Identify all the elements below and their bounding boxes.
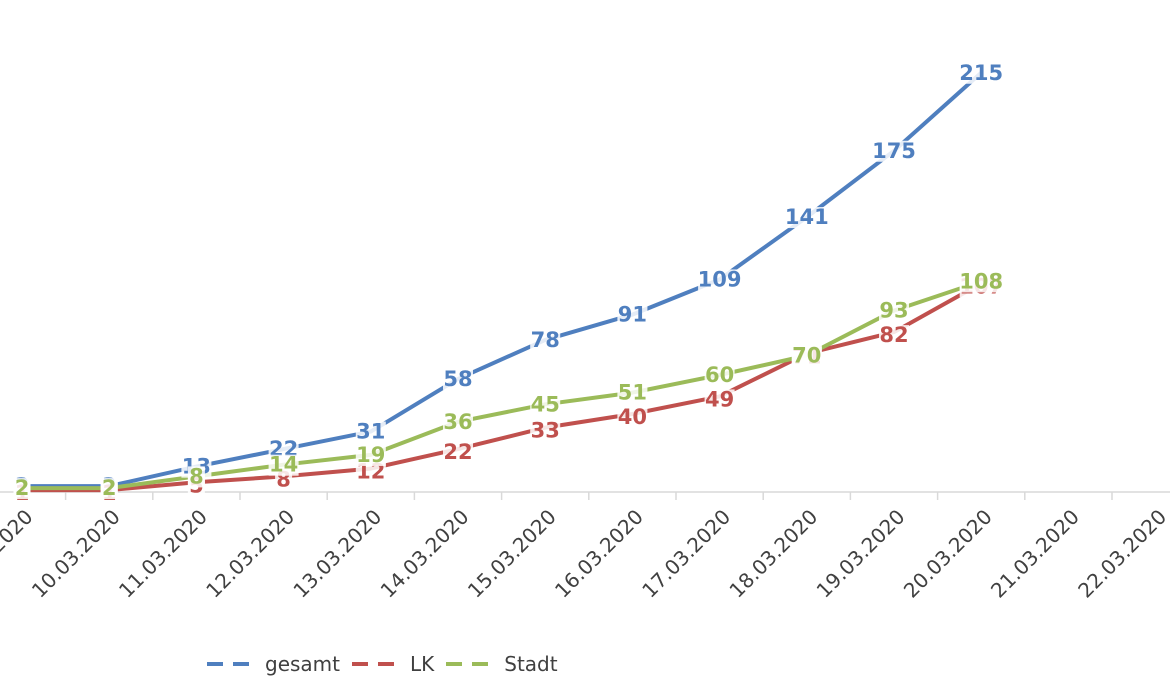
legend-swatch-stadt [444, 659, 504, 669]
data-label-stadt: 60 [705, 363, 734, 387]
data-label-gesamt: 91 [618, 303, 647, 327]
legend-item-stadt: Stadt [444, 652, 558, 676]
x-tick-label: 20.03.2020 [899, 505, 997, 603]
data-label-stadt: 2 [15, 476, 30, 500]
x-tick-label: 15.03.2020 [463, 505, 561, 603]
x-tick-label: 18.03.2020 [724, 505, 822, 603]
data-label-stadt: 45 [531, 392, 560, 416]
x-tick-label: 13.03.2020 [288, 505, 386, 603]
x-tick-label: 22.03.2020 [1073, 505, 1170, 603]
data-label-stadt: 36 [443, 410, 472, 434]
data-label-stadt: 93 [879, 299, 908, 323]
legend-swatch-lk [350, 659, 410, 669]
data-label-bg [13, 478, 31, 500]
data-label-stadt: 19 [356, 443, 385, 467]
data-label-bg [785, 207, 829, 229]
data-label-lk: 40 [618, 405, 647, 429]
x-tick-marks [64, 492, 1113, 500]
data-label-bg [443, 442, 473, 464]
data-label-stadt: 108 [959, 269, 1003, 293]
data-label-gesamt: 175 [872, 139, 916, 163]
data-label-bg [100, 478, 118, 500]
legend-swatch-gesamt [205, 659, 265, 669]
x-tick-label: 21.03.2020 [986, 505, 1084, 603]
data-label-bg [959, 271, 1003, 293]
x-tick-label: 17.03.2020 [637, 505, 735, 603]
data-label-bg [617, 407, 648, 428]
series-line-gesamt [20, 70, 984, 489]
data-label-lk: 33 [531, 419, 560, 443]
data-label-bg [530, 329, 561, 351]
data-label-bg [355, 461, 386, 483]
legend-label-gesamt: gesamt [265, 652, 340, 676]
data-label-bg [879, 300, 909, 322]
data-label-bg [959, 62, 1003, 84]
x-tick-labels: 09.03.202010.03.202011.03.202012.03.2020… [0, 505, 1170, 603]
data-label-bg [443, 368, 473, 390]
x-tick-label: 10.03.2020 [27, 505, 125, 603]
data-label-bg [443, 411, 473, 433]
x-tick-label: 16.03.2020 [550, 505, 648, 603]
data-label-gesamt: 109 [698, 267, 742, 291]
x-tick-label: 14.03.2020 [376, 505, 474, 603]
legend: gesamt LK Stadt [205, 652, 568, 676]
data-label-bg [879, 325, 909, 347]
data-label-stadt: 51 [618, 381, 647, 405]
data-label-bg [530, 420, 561, 442]
data-label-gesamt: 215 [959, 61, 1003, 85]
series-line-stadt [20, 279, 984, 491]
legend-item-gesamt: gesamt [205, 652, 340, 676]
data-label-lk: 49 [705, 387, 734, 411]
data-labels: 3313223158789110914117521511581222334049… [13, 61, 1003, 505]
data-label-bg [268, 454, 299, 476]
data-label-stadt: 8 [189, 464, 204, 488]
data-label-stadt: 70 [792, 344, 821, 368]
data-label-gesamt: 141 [785, 205, 829, 229]
data-label-lk: 22 [443, 440, 472, 464]
series-lines [20, 70, 984, 493]
data-label-bg [704, 389, 735, 411]
data-label-bg [698, 269, 742, 291]
data-label-gesamt: 58 [443, 367, 472, 391]
data-label-bg [872, 140, 916, 162]
x-tick-label: 12.03.2020 [201, 505, 299, 603]
data-label-bg [530, 394, 561, 416]
data-label-bg [187, 466, 205, 488]
data-label-lk: 82 [879, 323, 908, 347]
x-tick-label: 11.03.2020 [114, 505, 212, 603]
legend-label-lk: LK [410, 652, 435, 676]
series-line-lk [20, 281, 984, 493]
data-label-stadt: 2 [102, 476, 117, 500]
data-label-bg [704, 365, 735, 386]
data-label-bg [355, 421, 386, 443]
data-label-bg [617, 382, 648, 404]
data-label-gesamt: 78 [531, 328, 560, 352]
data-label-stadt: 14 [269, 453, 298, 477]
legend-item-lk: LK [350, 652, 434, 676]
data-label-bg [617, 304, 648, 326]
data-label-gesamt: 31 [356, 420, 385, 444]
data-label-bg [355, 444, 386, 466]
x-tick-label: 19.03.2020 [812, 505, 910, 603]
legend-label-stadt: Stadt [504, 652, 558, 676]
data-label-bg [791, 345, 822, 367]
